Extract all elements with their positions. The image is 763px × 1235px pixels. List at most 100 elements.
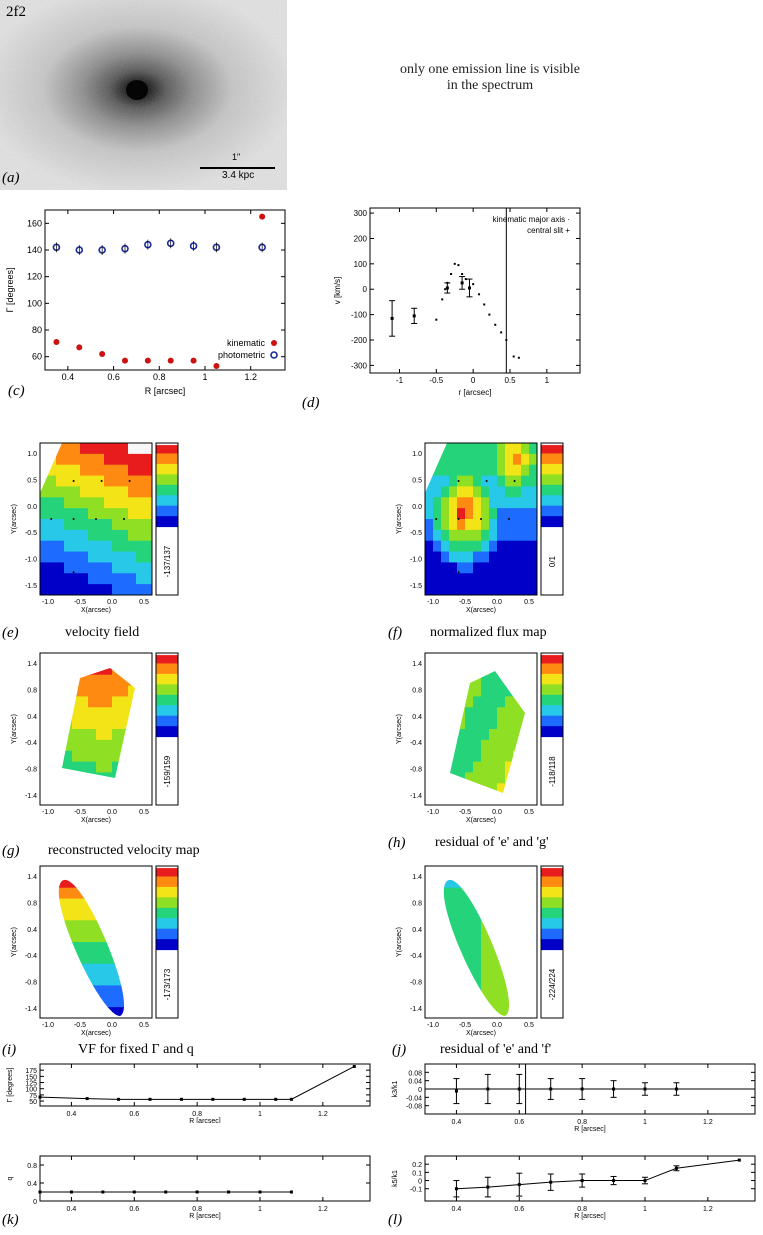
y-axis-label: k5/k1 [392,1170,399,1187]
map-cell [457,909,466,921]
map-cell [521,671,525,676]
colorbar-cell [541,484,563,488]
map-field [48,866,145,1018]
map-cell [521,996,530,1007]
y-tick-label: 150 [25,1074,37,1081]
map-cell [489,942,498,954]
colorbar-cell [156,732,178,736]
colorbar-cell [156,449,178,452]
map-cell [457,453,466,466]
map-cell [88,551,97,564]
map-cell [88,508,97,520]
map-cell [489,920,498,932]
map-cell [465,453,474,466]
x-axis-label: R [arcsec] [574,1213,606,1220]
map-cell [64,464,73,477]
major-axis-point [517,356,520,359]
colorbar-cell [541,719,563,723]
x-tick-label: 1 [258,1111,262,1118]
colorbar-cell [156,520,178,523]
map-cell [505,942,510,954]
map-cell [449,551,458,564]
colorbar-cell [156,895,178,898]
map-cell [443,985,450,997]
map-cell [505,453,514,466]
map-cell [48,985,57,996]
map-cell [88,443,97,455]
map-cell [473,486,482,498]
map-cell [96,685,105,698]
map-x-axis-label: X(arcsec) [81,607,111,614]
map-cell [62,750,65,763]
colorbar-cell [156,721,178,725]
map-cell [465,1007,474,1016]
map-cell [449,963,458,976]
colorbar-cell [156,511,178,515]
map-cell [449,996,458,1008]
data-point [643,1179,647,1183]
map-cell [473,685,482,698]
map-cell [513,975,522,986]
data-point [195,1190,199,1194]
map-cell [433,866,442,877]
colorbar-cell [541,884,563,888]
map-cell [457,761,466,774]
map-cell [88,866,97,877]
x-tick-label: 0.6 [129,1206,139,1213]
map-cell [72,453,81,466]
map-cell [80,486,89,498]
map-cell [40,529,49,542]
map-cell [473,729,482,741]
map-cell [88,920,97,932]
kinematic-point [76,344,83,351]
map-cell [457,486,466,498]
map-cell [513,920,522,931]
map-cell [104,464,113,477]
map-cell [120,866,129,877]
map-cell [465,783,474,793]
map-cell [64,866,73,877]
y-tick-label: 80 [32,325,42,335]
map-cell [425,718,434,729]
map-cell [497,475,506,488]
colorbar-cell [156,945,178,949]
map-cell [104,519,113,531]
map-cell [481,540,490,553]
map-cell [80,453,89,466]
map-cell [505,562,514,574]
map-cell [465,772,474,784]
map-x-tick-label: 0.0 [492,599,502,606]
colorbar-cell [156,715,178,719]
map-cell [48,519,57,531]
map-cell [473,985,482,997]
scale-arcsec: 1" [232,152,241,162]
map-cell [136,696,145,707]
map-cell [128,931,137,942]
map-cell [72,750,81,763]
map-cell [505,952,510,965]
map-cell [104,562,113,574]
map-cell [489,783,498,793]
map-cell [136,1007,145,1018]
map-cell [136,497,145,509]
map-cell [64,497,73,509]
map-cell [465,551,474,564]
map-cell [48,740,57,751]
colorbar-cell [541,897,563,900]
map-cell [80,529,89,542]
map-cell [72,952,81,965]
map-cell [465,475,474,488]
map-x-tick-label: 0.0 [107,599,117,606]
colorbar-cell [541,678,563,681]
y-tick-label: -0.08 [406,1104,422,1111]
map-cell [120,529,129,542]
map-cell [88,761,97,774]
map-cell [473,879,482,889]
map-cell [489,761,498,774]
map-cell [433,529,442,542]
colorbar-cell [541,694,563,698]
colorbar-cell [541,488,563,492]
map-cell [64,696,73,708]
x-tick-label: 0.5 [504,376,516,385]
colorbar-cell [156,928,178,932]
